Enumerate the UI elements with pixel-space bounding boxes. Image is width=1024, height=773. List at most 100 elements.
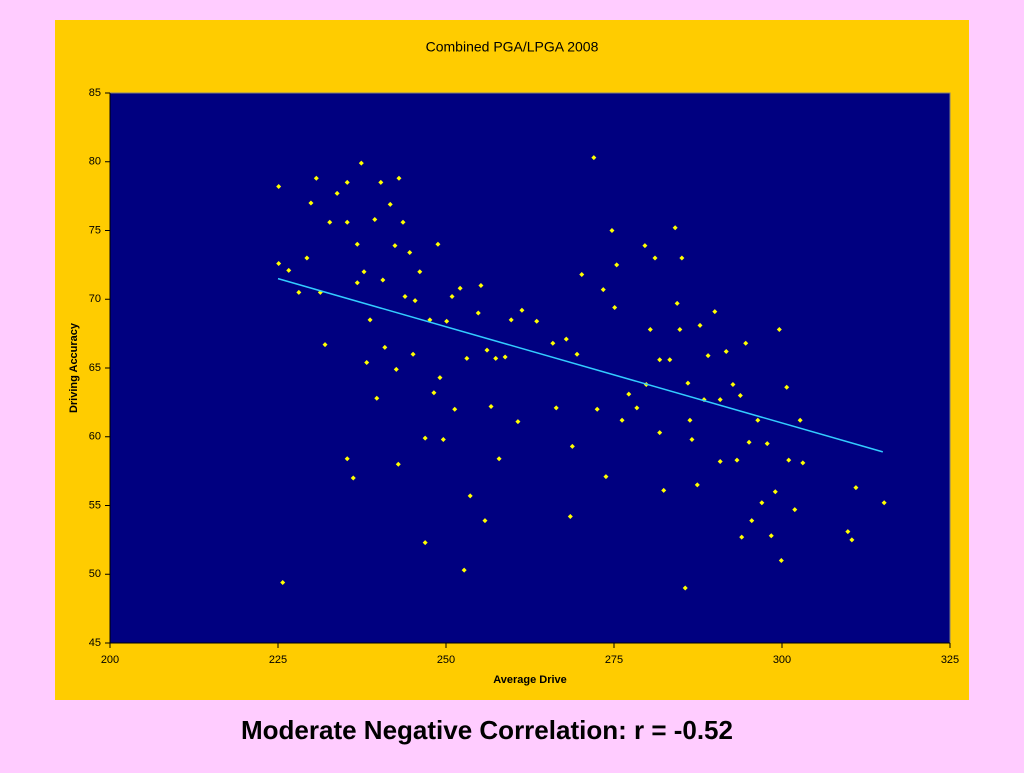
y-tick-label: 55 (89, 499, 101, 511)
point (569, 443, 575, 449)
point (759, 500, 765, 506)
point (800, 460, 806, 466)
point (484, 347, 490, 353)
point (402, 294, 408, 299)
y-tick-label: 65 (89, 362, 101, 374)
point (449, 294, 455, 299)
point (431, 390, 437, 396)
point (452, 406, 458, 412)
point (467, 493, 473, 499)
point (372, 217, 378, 222)
point (619, 417, 625, 423)
point (792, 507, 798, 513)
point (286, 267, 292, 273)
point (689, 437, 695, 442)
point (881, 500, 887, 506)
point (657, 430, 663, 436)
point (482, 518, 488, 524)
point (755, 417, 761, 423)
point (579, 272, 585, 277)
point (478, 283, 484, 288)
point (488, 404, 494, 409)
point (734, 457, 740, 463)
point (717, 459, 723, 464)
point (797, 417, 803, 423)
y-tick-label: 45 (89, 637, 101, 649)
point (461, 567, 467, 573)
point (574, 351, 580, 357)
point (417, 269, 423, 275)
point (410, 351, 416, 357)
point (730, 382, 736, 387)
point (440, 437, 446, 442)
point (350, 475, 356, 481)
point (614, 262, 620, 268)
point (358, 160, 364, 166)
y-tick-label: 85 (89, 87, 101, 99)
point (600, 287, 606, 293)
point (849, 537, 855, 543)
x-tick-label: 250 (437, 654, 455, 666)
point (435, 241, 441, 247)
point (567, 514, 573, 519)
point (475, 310, 481, 316)
point (276, 184, 282, 189)
point (784, 384, 790, 390)
point (705, 353, 711, 359)
trendline (277, 277, 884, 453)
point (679, 255, 685, 261)
point (374, 395, 380, 401)
point (364, 360, 370, 365)
point (768, 533, 774, 539)
point (634, 405, 640, 411)
point (464, 355, 470, 361)
point (776, 327, 782, 332)
point (694, 482, 700, 488)
point (437, 375, 443, 381)
point (422, 435, 428, 441)
point (515, 419, 521, 425)
point (382, 344, 388, 350)
point (407, 250, 413, 255)
point (367, 317, 373, 323)
point (553, 405, 559, 411)
point (626, 391, 632, 397)
point (344, 456, 350, 462)
point (845, 529, 851, 535)
point (400, 219, 406, 225)
point (612, 305, 618, 310)
point (308, 200, 314, 206)
point (322, 342, 328, 348)
y-axis-label: Driving Accuracy (68, 322, 80, 413)
point (674, 300, 680, 306)
point (746, 439, 752, 445)
point (354, 280, 360, 286)
x-axis-label: Average Drive (493, 674, 567, 686)
point (344, 179, 350, 185)
point (393, 366, 399, 372)
point (304, 255, 310, 261)
point (550, 340, 556, 346)
point (737, 393, 743, 398)
point (667, 357, 673, 363)
y-tick-label: 75 (89, 224, 101, 236)
point (378, 179, 384, 185)
point (743, 340, 749, 346)
point (677, 327, 683, 332)
point (422, 540, 428, 546)
point (657, 357, 663, 363)
point (749, 518, 755, 524)
point (387, 201, 393, 207)
point (772, 489, 778, 495)
point (739, 534, 745, 540)
y-tick-label: 50 (89, 568, 101, 580)
y-tick-label: 70 (89, 293, 101, 305)
point (396, 175, 402, 181)
x-tick-label: 325 (941, 654, 959, 666)
x-tick-label: 200 (101, 654, 119, 666)
point (534, 318, 540, 324)
point (392, 243, 398, 249)
point (519, 307, 525, 313)
